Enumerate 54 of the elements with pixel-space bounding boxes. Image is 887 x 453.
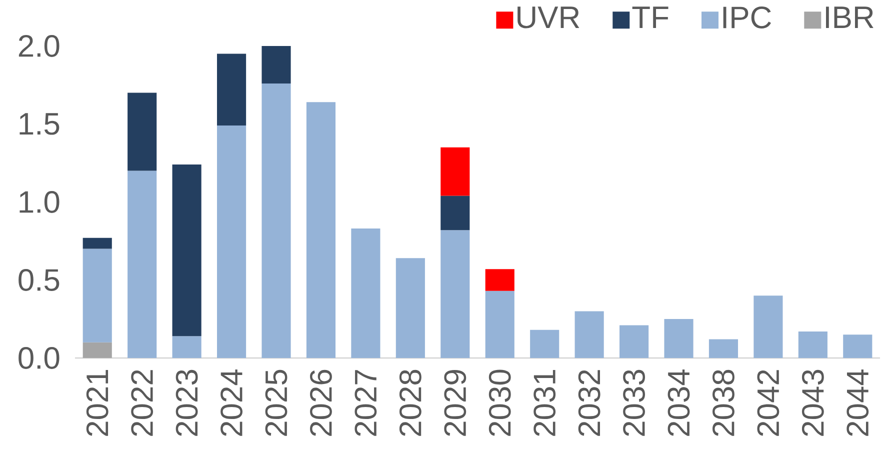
bar	[798, 331, 828, 358]
x-tick-label: 2032	[578, 370, 600, 436]
x-tick-label: 2044	[846, 369, 869, 436]
bar	[620, 325, 649, 358]
bar	[351, 228, 380, 358]
bar	[396, 258, 425, 358]
y-tick-label: 1.0	[20, 191, 60, 213]
bar	[440, 230, 470, 358]
bar	[574, 311, 604, 358]
bar	[440, 196, 470, 230]
bar	[530, 330, 560, 358]
bar	[485, 269, 514, 291]
bar	[82, 238, 112, 249]
x-tick-label: 2031	[534, 370, 556, 436]
bar	[843, 334, 872, 358]
y-tick-label: 0.0	[18, 347, 60, 369]
bar	[82, 248, 112, 342]
x-tick-label: 2022	[131, 370, 154, 436]
legend-label: IBR	[826, 6, 874, 28]
x-tick-label: 2043	[802, 370, 824, 436]
bar	[216, 54, 246, 126]
bar	[172, 336, 202, 358]
bar	[262, 83, 291, 358]
x-tick-label: 2033	[623, 370, 645, 436]
x-tick-label: 2028	[399, 370, 422, 436]
x-tick-label: 2038	[712, 370, 734, 436]
legend-label: TF	[632, 6, 668, 28]
x-tick-label: 2023	[176, 370, 198, 436]
legend-label: UVR	[518, 6, 580, 28]
x-tick-label: 2029	[444, 370, 466, 436]
x-tick-label: 2034	[668, 369, 690, 436]
y-tick-label: 1.5	[20, 113, 60, 135]
x-tick-label: 2025	[265, 370, 288, 436]
x-tick-label: 2027	[354, 370, 377, 436]
bar	[82, 342, 112, 358]
bar	[216, 126, 246, 358]
x-tick-label: 2030	[488, 370, 511, 436]
bar	[708, 339, 738, 358]
legend-label: IPC	[723, 6, 771, 28]
bar	[172, 164, 202, 336]
x-tick-label: 2026	[310, 370, 332, 436]
bar	[440, 147, 470, 196]
bar	[485, 290, 514, 358]
bar	[128, 92, 157, 171]
bar	[664, 319, 694, 358]
y-tick-label: 0.5	[18, 269, 60, 291]
y-tick-label: 2.0	[18, 35, 60, 57]
bar	[262, 46, 291, 84]
bar	[128, 170, 157, 358]
bar	[306, 102, 336, 358]
x-tick-label: 2024	[220, 369, 242, 436]
bar	[754, 296, 783, 358]
x-tick-label: 2021	[86, 370, 108, 436]
x-tick-label: 2042	[757, 370, 780, 436]
